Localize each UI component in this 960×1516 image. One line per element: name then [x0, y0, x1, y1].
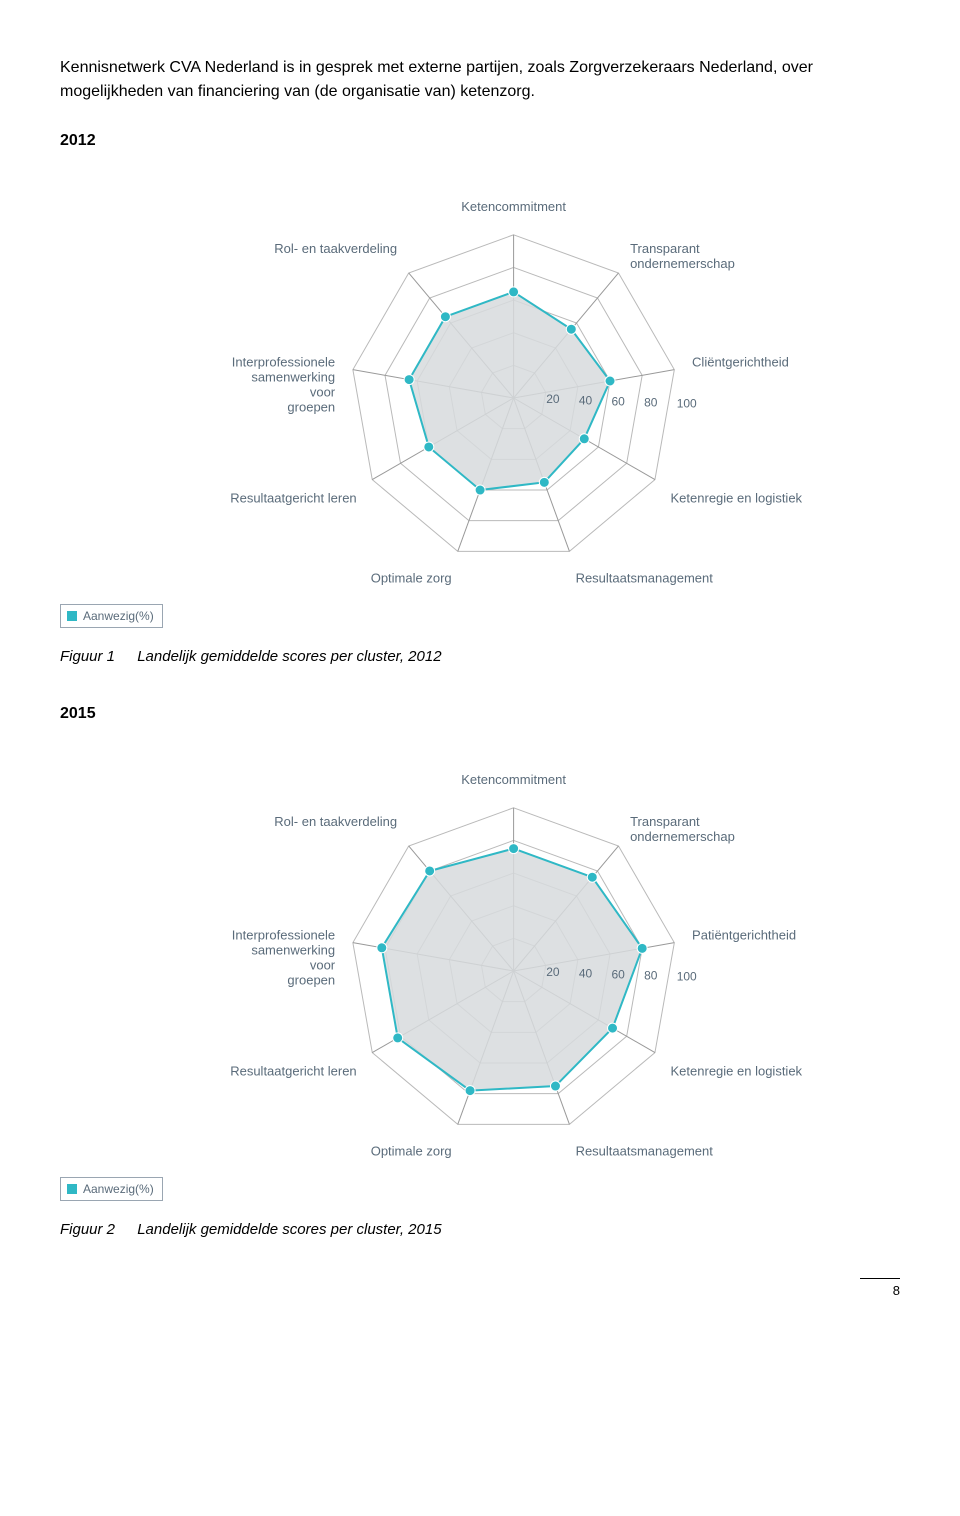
svg-text:Interprofessionele: Interprofessionele — [232, 355, 335, 370]
svg-text:Ketenregie en logistiek: Ketenregie en logistiek — [671, 491, 803, 506]
figure-number: Figuur 1 — [60, 648, 115, 665]
radar-chart-2012: 20 40 60 80 100 Ketencommitment Transparantond… — [60, 158, 900, 638]
legend-2012: Aanwezig(%) — [60, 604, 163, 628]
caption-2012: Figuur 1 Landelijk gemiddelde scores per… — [60, 648, 900, 665]
svg-text:groepen: groepen — [287, 400, 335, 415]
radar-svg-2012: 20 40 60 80 100 Ketencommitment Transparantond… — [60, 158, 900, 638]
svg-text:20: 20 — [546, 965, 560, 979]
caption-2015: Figuur 2 Landelijk gemiddelde scores per… — [60, 1221, 900, 1238]
svg-text:samenwerking: samenwerking — [251, 943, 335, 958]
svg-text:samenwerking: samenwerking — [251, 370, 335, 385]
heading-2012: 2012 — [60, 132, 900, 150]
svg-text:ondernemerschap: ondernemerschap — [630, 256, 735, 271]
svg-text:Resultaatgericht leren: Resultaatgericht leren — [230, 491, 356, 506]
heading-2015: 2015 — [60, 705, 900, 723]
svg-text:Ketencommitment: Ketencommitment — [461, 772, 566, 787]
intro-text: Kennisnetwerk CVA Nederland is in gespre… — [60, 56, 900, 104]
svg-text:Resultaatsmanagement: Resultaatsmanagement — [576, 1143, 714, 1158]
legend-swatch-icon — [67, 1184, 77, 1194]
svg-text:Transparant: Transparant — [630, 814, 700, 829]
svg-text:100: 100 — [677, 970, 697, 984]
svg-text:100: 100 — [677, 397, 697, 411]
svg-text:Cliëntgerichtheid: Cliëntgerichtheid — [692, 355, 789, 370]
legend-swatch-icon — [67, 611, 77, 621]
svg-text:Optimale zorg: Optimale zorg — [371, 1143, 452, 1158]
svg-text:80: 80 — [644, 969, 658, 983]
svg-text:Ketencommitment: Ketencommitment — [461, 199, 566, 214]
svg-text:Optimale zorg: Optimale zorg — [371, 570, 452, 585]
svg-text:60: 60 — [611, 967, 625, 981]
svg-text:Patiëntgerichtheid: Patiëntgerichtheid — [692, 928, 796, 943]
svg-text:voor: voor — [310, 385, 336, 400]
legend-label: Aanwezig(%) — [83, 1182, 154, 1196]
legend-label: Aanwezig(%) — [83, 609, 154, 623]
svg-text:Interprofessionele: Interprofessionele — [232, 928, 335, 943]
page-number: 8 — [860, 1278, 900, 1298]
legend-2015: Aanwezig(%) — [60, 1177, 163, 1201]
svg-text:80: 80 — [644, 396, 658, 410]
figure-caption-text: Landelijk gemiddelde scores per cluster,… — [137, 648, 441, 665]
svg-text:voor: voor — [310, 958, 336, 973]
figure-number: Figuur 2 — [60, 1221, 115, 1238]
radar-chart-2015: 20 40 60 80 100 Ketencommitment Transparantond… — [60, 731, 900, 1211]
svg-text:Transparant: Transparant — [630, 241, 700, 256]
svg-text:Resultaatsmanagement: Resultaatsmanagement — [576, 570, 714, 585]
svg-text:ondernemerschap: ondernemerschap — [630, 829, 735, 844]
svg-text:Rol- en taakverdeling: Rol- en taakverdeling — [274, 241, 397, 256]
radar-svg-2015: 20 40 60 80 100 Ketencommitment Transparantond… — [60, 731, 900, 1211]
svg-text:Resultaatgericht leren: Resultaatgericht leren — [230, 1064, 356, 1079]
svg-text:40: 40 — [579, 966, 593, 980]
svg-text:groepen: groepen — [287, 973, 335, 988]
svg-text:60: 60 — [611, 394, 625, 408]
svg-text:Rol- en taakverdeling: Rol- en taakverdeling — [274, 814, 397, 829]
svg-text:20: 20 — [546, 392, 560, 406]
figure-caption-text: Landelijk gemiddelde scores per cluster,… — [137, 1221, 441, 1238]
svg-text:40: 40 — [579, 393, 593, 407]
svg-text:Ketenregie en logistiek: Ketenregie en logistiek — [671, 1064, 803, 1079]
